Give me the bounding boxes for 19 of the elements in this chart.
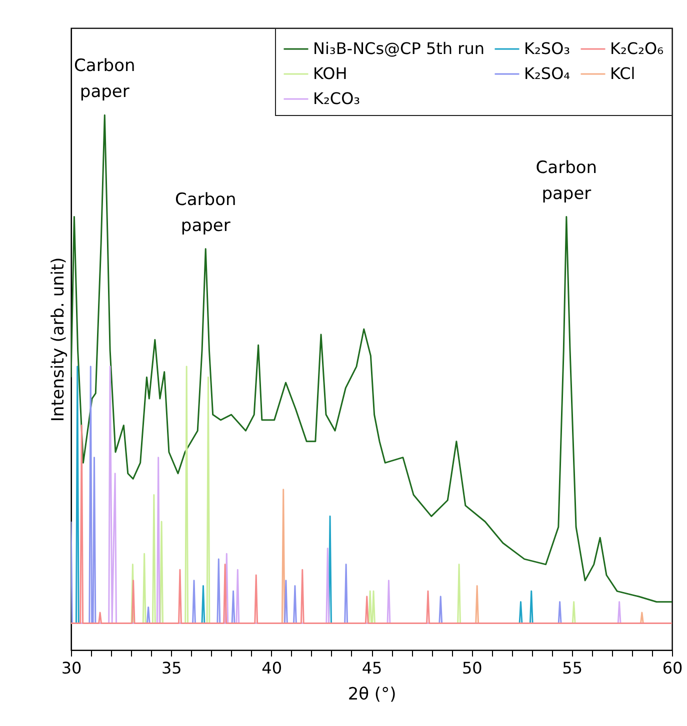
legend-label: KCl — [610, 64, 636, 83]
legend-label: KOH — [313, 64, 348, 83]
x-tick-label: 40 — [262, 658, 282, 678]
annotation: Carbon paper — [536, 158, 598, 204]
x-tick-label: 30 — [61, 658, 82, 678]
x-tick-label: 45 — [362, 658, 382, 678]
x-axis-title: 2θ (°) — [348, 684, 396, 704]
annotation: Carbon paper — [74, 56, 136, 102]
legend-label: K₂CO₃ — [313, 89, 360, 108]
y-axis-title: Intensity (arb. unit) — [48, 257, 68, 422]
x-tick-label: 55 — [562, 658, 583, 678]
legend-label: Ni₃B-NCs@CP 5th run — [313, 39, 484, 58]
x-tick-label: 60 — [662, 658, 683, 678]
x-tick-label: 50 — [462, 658, 482, 678]
legend-label: K₂SO₄ — [524, 64, 570, 83]
x-tick-label: 35 — [161, 658, 182, 678]
annotation: Carbon paper — [175, 190, 236, 236]
legend-label: K₂SO₃ — [524, 39, 570, 58]
legend-label: K₂C₂O₆ — [610, 39, 664, 58]
